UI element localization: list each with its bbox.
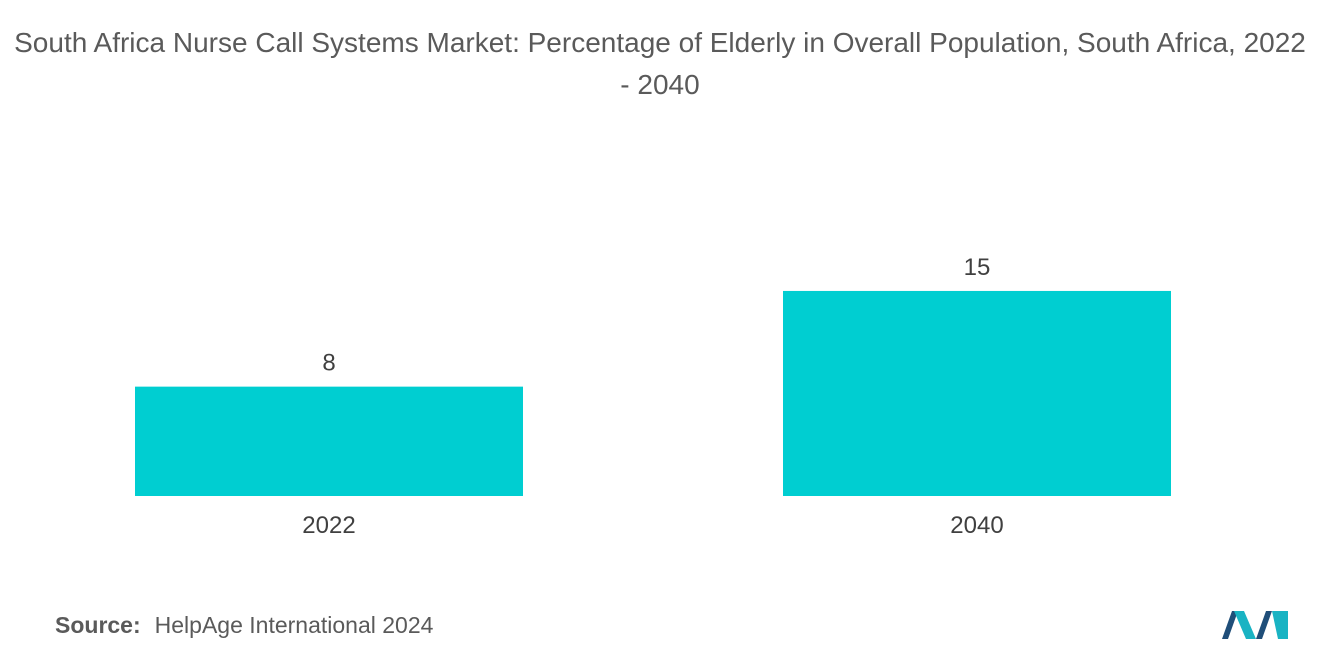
logo-right-stroke [1256,611,1272,639]
value-label-2040: 15 [964,254,991,281]
x-tick-label-2022: 2022 [302,512,355,539]
logo-teal-stroke [1234,611,1256,639]
source-label: Source: [55,612,141,638]
logo-left-stroke [1222,611,1238,639]
source-text: HelpAge International 2024 [154,612,434,638]
source-note: Source: HelpAge International 2024 [55,612,433,639]
bar-2022 [135,386,523,496]
brand-logo-icon [1222,611,1288,639]
bar-2040 [783,290,1171,496]
bars-layer [135,290,1171,496]
logo-end-stroke [1272,611,1288,639]
x-tick-label-2040: 2040 [950,512,1003,539]
value-label-2022: 8 [322,350,335,377]
labels-layer: 8 2022 15 2040 [302,254,1003,539]
bar-chart: 8 2022 15 2040 [135,254,1171,539]
chart-title: South Africa Nurse Call Systems Market: … [14,27,1306,100]
